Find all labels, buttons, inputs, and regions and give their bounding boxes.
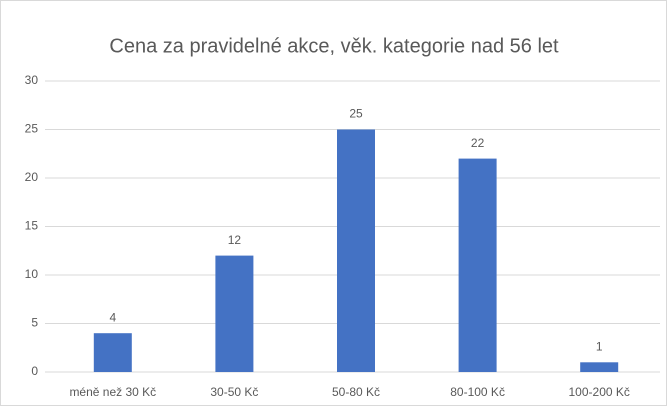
bar — [337, 129, 375, 372]
x-tick-label: 100-200 Kč — [569, 385, 630, 399]
bar — [93, 333, 132, 372]
y-tick-label: 10 — [25, 267, 39, 281]
y-tick-label: 30 — [25, 73, 39, 87]
y-tick-label: 25 — [25, 122, 39, 136]
x-tick-label: 80-100 Kč — [450, 385, 505, 399]
x-tick-label: 30-50 Kč — [210, 385, 258, 399]
data-label: 12 — [228, 233, 242, 247]
bar — [215, 255, 254, 372]
bar — [580, 362, 619, 372]
data-label: 4 — [109, 310, 116, 324]
data-label: 25 — [349, 107, 363, 121]
chart-title: Cena za pravidelné akce, věk. kategorie … — [109, 35, 559, 57]
y-tick-label: 20 — [25, 170, 39, 184]
x-tick-label: méně než 30 Kč — [69, 385, 156, 399]
y-tick-label: 15 — [25, 219, 39, 233]
y-tick-label: 5 — [31, 316, 38, 330]
y-tick-label: 0 — [31, 364, 38, 378]
bar — [458, 158, 497, 372]
data-label: 1 — [596, 339, 603, 353]
x-tick-label: 50-80 Kč — [332, 385, 380, 399]
data-label: 22 — [471, 136, 485, 150]
